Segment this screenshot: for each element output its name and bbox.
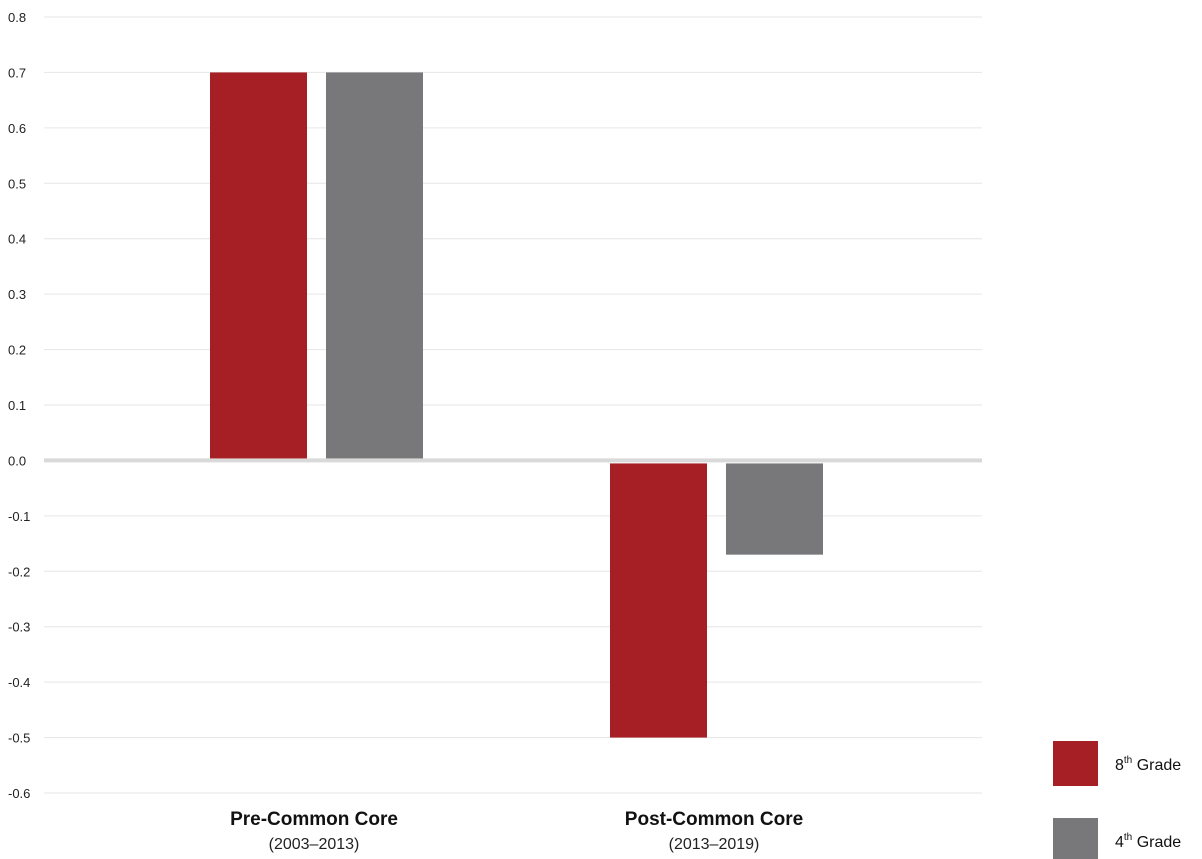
legend-label-rest: Grade bbox=[1132, 834, 1181, 851]
y-tick-label: -0.4 bbox=[8, 675, 30, 690]
y-tick-label: 0.4 bbox=[8, 232, 26, 247]
y-tick-label: 0.5 bbox=[8, 176, 26, 191]
legend-swatch bbox=[1053, 741, 1098, 786]
legend-label: 4th Grade bbox=[1115, 832, 1181, 851]
legend-label-base: 8 bbox=[1115, 757, 1124, 774]
y-axis-tick-labels: 0.8 0.7 0.6 0.5 0.4 0.3 0.2 0.1 0.0 -0.1 -0.2 -0.3 -… bbox=[8, 10, 30, 801]
y-tick-label: -0.3 bbox=[8, 620, 30, 635]
category-label: Post-Common Core bbox=[625, 809, 803, 830]
category-sublabel: (2003–2013) bbox=[269, 836, 360, 853]
y-tick-label: 0.6 bbox=[8, 121, 26, 136]
legend-label-sup: th bbox=[1124, 755, 1132, 766]
y-tick-label: -0.5 bbox=[8, 731, 30, 746]
y-tick-label: 0.1 bbox=[8, 398, 26, 413]
bar-8th-grade-pre bbox=[210, 72, 307, 459]
y-tick-label: -0.2 bbox=[8, 564, 30, 579]
legend-label-rest: Grade bbox=[1132, 757, 1181, 774]
bars bbox=[210, 72, 823, 738]
y-tick-label: -0.6 bbox=[8, 786, 30, 801]
legend-swatch bbox=[1053, 818, 1098, 859]
y-tick-label: 0.0 bbox=[8, 453, 26, 468]
y-tick-label: -0.1 bbox=[8, 509, 30, 524]
y-tick-label: 0.3 bbox=[8, 287, 26, 302]
category-sublabel: (2013–2019) bbox=[669, 836, 760, 853]
legend-label: 8th Grade bbox=[1115, 755, 1181, 774]
bar-4th-grade-post bbox=[726, 463, 823, 555]
bar-8th-grade-post bbox=[610, 463, 707, 738]
category-label: Pre-Common Core bbox=[230, 809, 398, 830]
bar-4th-grade-pre bbox=[326, 72, 423, 459]
legend-label-base: 4 bbox=[1115, 834, 1124, 851]
legend-label-sup: th bbox=[1124, 832, 1132, 843]
y-tick-label: 0.7 bbox=[8, 65, 26, 80]
x-axis-category-labels: Pre-Common Core (2003–2013) Post-Common Co… bbox=[230, 809, 803, 853]
y-tick-label: 0.2 bbox=[8, 343, 26, 358]
y-tick-label: 0.8 bbox=[8, 10, 26, 25]
gridlines bbox=[44, 16, 982, 794]
